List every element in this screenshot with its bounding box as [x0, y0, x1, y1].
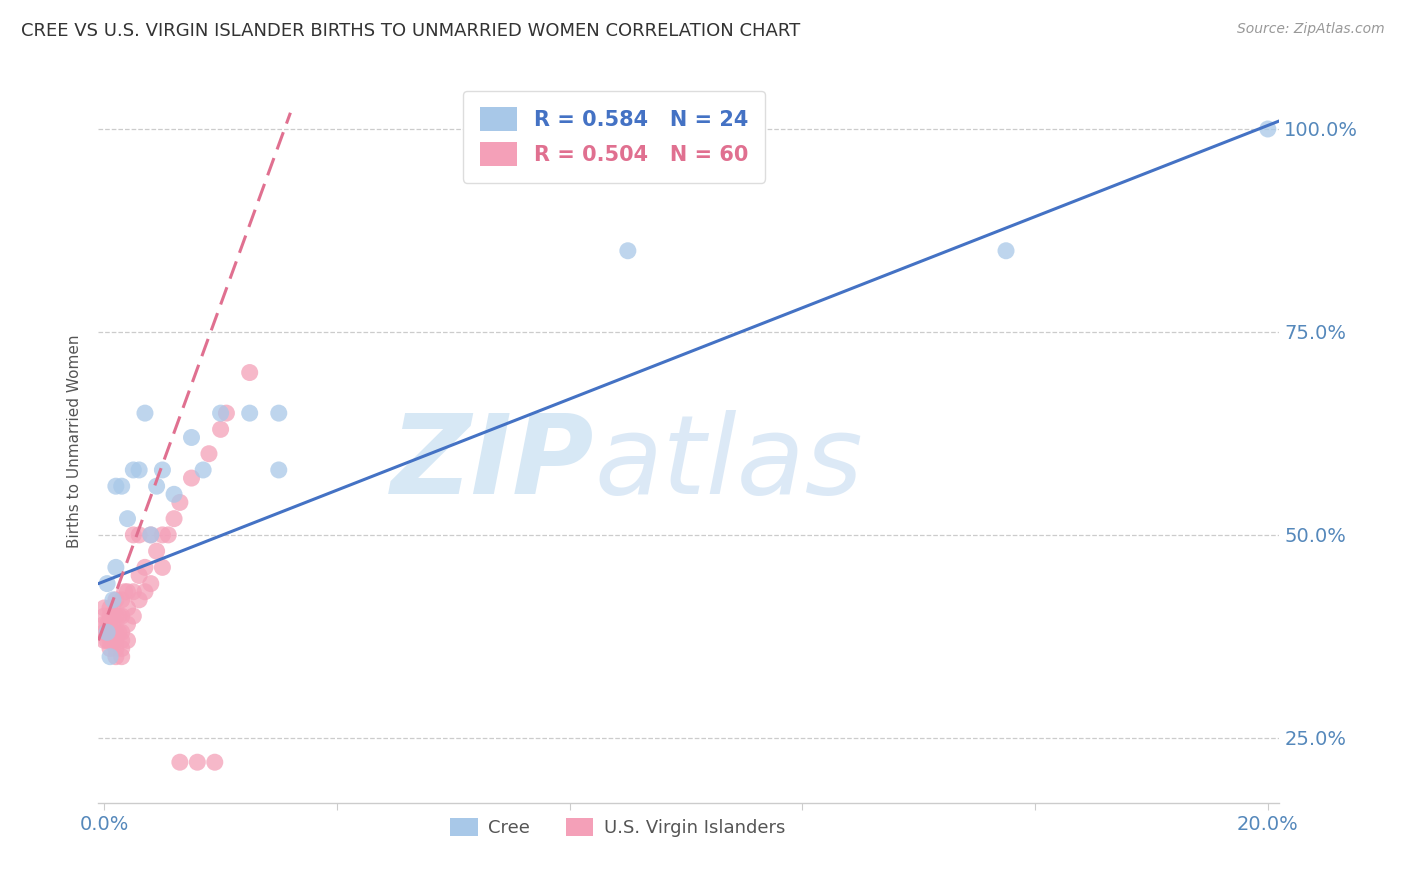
- Point: [134, 560, 156, 574]
- Point: [107, 609, 129, 624]
- Point: [104, 633, 127, 648]
- Point: [128, 528, 150, 542]
- Text: ZIP: ZIP: [391, 409, 595, 516]
- Point: [122, 584, 145, 599]
- Point: [169, 755, 191, 769]
- Point: [239, 406, 262, 420]
- Point: [209, 422, 232, 436]
- Point: [96, 576, 118, 591]
- Point: [101, 625, 124, 640]
- Point: [98, 601, 121, 615]
- Point: [98, 633, 121, 648]
- Point: [98, 625, 121, 640]
- Point: [111, 633, 134, 648]
- Point: [128, 592, 150, 607]
- Point: [128, 568, 150, 582]
- Point: [111, 625, 134, 640]
- Point: [104, 625, 127, 640]
- Point: [111, 479, 134, 493]
- Point: [209, 406, 232, 420]
- Point: [96, 625, 118, 640]
- Point: [152, 528, 174, 542]
- Point: [122, 463, 145, 477]
- Point: [191, 463, 214, 477]
- Point: [117, 617, 139, 632]
- Point: [104, 560, 127, 574]
- Legend: Cree, U.S. Virgin Islanders: Cree, U.S. Virgin Islanders: [443, 811, 793, 845]
- Text: Source: ZipAtlas.com: Source: ZipAtlas.com: [1237, 22, 1385, 37]
- Point: [111, 649, 134, 664]
- Point: [239, 366, 262, 380]
- Point: [96, 633, 118, 648]
- Point: [117, 511, 139, 525]
- Point: [117, 633, 139, 648]
- Point: [198, 447, 221, 461]
- Point: [104, 592, 127, 607]
- Point: [152, 463, 174, 477]
- Point: [122, 609, 145, 624]
- Point: [134, 406, 156, 420]
- Point: [107, 625, 129, 640]
- Point: [96, 617, 118, 632]
- Point: [180, 430, 202, 444]
- Point: [1257, 122, 1279, 136]
- Point: [104, 649, 127, 664]
- Point: [114, 584, 136, 599]
- Point: [93, 625, 115, 640]
- Point: [134, 584, 156, 599]
- Point: [157, 528, 180, 542]
- Text: CREE VS U.S. VIRGIN ISLANDER BIRTHS TO UNMARRIED WOMEN CORRELATION CHART: CREE VS U.S. VIRGIN ISLANDER BIRTHS TO U…: [21, 22, 800, 40]
- Point: [101, 609, 124, 624]
- Point: [139, 528, 162, 542]
- Point: [117, 584, 139, 599]
- Point: [204, 755, 226, 769]
- Point: [96, 625, 118, 640]
- Point: [267, 463, 290, 477]
- Point: [98, 649, 121, 664]
- Point: [169, 495, 191, 509]
- Point: [111, 641, 134, 656]
- Point: [98, 617, 121, 632]
- Point: [104, 641, 127, 656]
- Point: [186, 755, 208, 769]
- Point: [104, 479, 127, 493]
- Point: [139, 528, 162, 542]
- Point: [145, 479, 167, 493]
- Point: [111, 592, 134, 607]
- Point: [122, 528, 145, 542]
- Point: [93, 633, 115, 648]
- Text: atlas: atlas: [595, 409, 863, 516]
- Point: [152, 560, 174, 574]
- Point: [93, 601, 115, 615]
- Point: [101, 592, 124, 607]
- Y-axis label: Births to Unmarried Women: Births to Unmarried Women: [67, 334, 83, 549]
- Point: [98, 609, 121, 624]
- Point: [163, 511, 186, 525]
- Point: [93, 609, 115, 624]
- Point: [111, 609, 134, 624]
- Point: [145, 544, 167, 558]
- Point: [104, 609, 127, 624]
- Point: [139, 576, 162, 591]
- Point: [995, 244, 1018, 258]
- Point: [98, 641, 121, 656]
- Point: [93, 617, 115, 632]
- Point: [267, 406, 290, 420]
- Point: [617, 244, 640, 258]
- Point: [163, 487, 186, 501]
- Point: [101, 633, 124, 648]
- Point: [117, 601, 139, 615]
- Point: [180, 471, 202, 485]
- Point: [215, 406, 238, 420]
- Point: [128, 463, 150, 477]
